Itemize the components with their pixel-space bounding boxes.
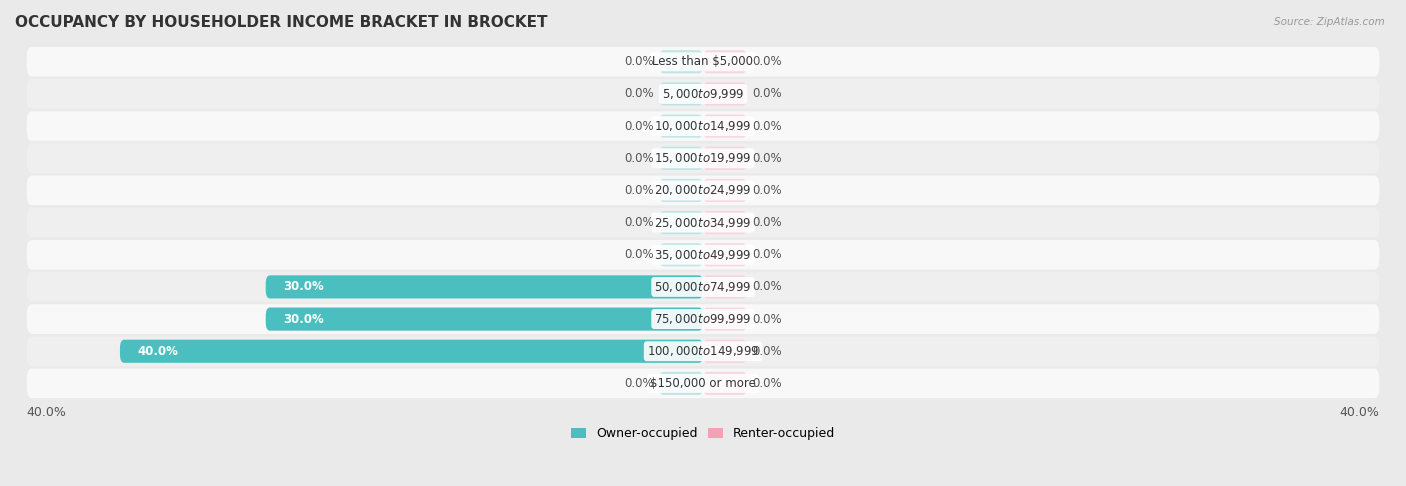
FancyBboxPatch shape [659, 179, 703, 202]
Text: $15,000 to $19,999: $15,000 to $19,999 [654, 151, 752, 165]
FancyBboxPatch shape [659, 147, 703, 170]
FancyBboxPatch shape [266, 276, 703, 298]
FancyBboxPatch shape [27, 79, 1379, 109]
Text: 0.0%: 0.0% [624, 55, 654, 69]
FancyBboxPatch shape [659, 372, 703, 395]
Text: 40.0%: 40.0% [1340, 406, 1379, 419]
Text: 0.0%: 0.0% [624, 248, 654, 261]
Text: Less than $5,000: Less than $5,000 [652, 55, 754, 69]
FancyBboxPatch shape [703, 340, 747, 363]
FancyBboxPatch shape [703, 276, 747, 298]
FancyBboxPatch shape [659, 243, 703, 266]
Text: 0.0%: 0.0% [752, 345, 782, 358]
Text: 0.0%: 0.0% [752, 87, 782, 101]
FancyBboxPatch shape [27, 272, 1379, 302]
Text: 0.0%: 0.0% [752, 280, 782, 294]
Text: Source: ZipAtlas.com: Source: ZipAtlas.com [1274, 17, 1385, 27]
FancyBboxPatch shape [703, 372, 747, 395]
FancyBboxPatch shape [703, 179, 747, 202]
Legend: Owner-occupied, Renter-occupied: Owner-occupied, Renter-occupied [567, 422, 839, 445]
FancyBboxPatch shape [120, 340, 703, 363]
Text: 0.0%: 0.0% [624, 152, 654, 165]
Text: 0.0%: 0.0% [752, 184, 782, 197]
Text: 40.0%: 40.0% [27, 406, 66, 419]
Text: 0.0%: 0.0% [752, 248, 782, 261]
Text: 0.0%: 0.0% [624, 120, 654, 133]
Text: $100,000 to $149,999: $100,000 to $149,999 [647, 344, 759, 358]
Text: $75,000 to $99,999: $75,000 to $99,999 [654, 312, 752, 326]
Text: 0.0%: 0.0% [752, 216, 782, 229]
FancyBboxPatch shape [27, 368, 1379, 398]
FancyBboxPatch shape [27, 240, 1379, 270]
Text: 0.0%: 0.0% [752, 152, 782, 165]
Text: $10,000 to $14,999: $10,000 to $14,999 [654, 119, 752, 133]
FancyBboxPatch shape [27, 143, 1379, 173]
FancyBboxPatch shape [27, 304, 1379, 334]
FancyBboxPatch shape [703, 115, 747, 138]
Text: 0.0%: 0.0% [624, 377, 654, 390]
Text: $20,000 to $24,999: $20,000 to $24,999 [654, 183, 752, 197]
Text: 0.0%: 0.0% [752, 55, 782, 69]
FancyBboxPatch shape [27, 111, 1379, 141]
Text: 0.0%: 0.0% [624, 184, 654, 197]
FancyBboxPatch shape [659, 211, 703, 234]
Text: $5,000 to $9,999: $5,000 to $9,999 [662, 87, 744, 101]
FancyBboxPatch shape [27, 336, 1379, 366]
Text: $50,000 to $74,999: $50,000 to $74,999 [654, 280, 752, 294]
FancyBboxPatch shape [703, 243, 747, 266]
Text: $150,000 or more: $150,000 or more [650, 377, 756, 390]
Text: 0.0%: 0.0% [752, 377, 782, 390]
FancyBboxPatch shape [659, 82, 703, 105]
FancyBboxPatch shape [266, 308, 703, 330]
Text: $25,000 to $34,999: $25,000 to $34,999 [654, 216, 752, 229]
Text: 0.0%: 0.0% [752, 312, 782, 326]
Text: 30.0%: 30.0% [283, 312, 323, 326]
Text: 0.0%: 0.0% [624, 87, 654, 101]
FancyBboxPatch shape [659, 50, 703, 73]
Text: 0.0%: 0.0% [624, 216, 654, 229]
FancyBboxPatch shape [703, 211, 747, 234]
FancyBboxPatch shape [703, 308, 747, 330]
FancyBboxPatch shape [703, 50, 747, 73]
FancyBboxPatch shape [703, 82, 747, 105]
FancyBboxPatch shape [27, 47, 1379, 77]
Text: 30.0%: 30.0% [283, 280, 323, 294]
Text: OCCUPANCY BY HOUSEHOLDER INCOME BRACKET IN BROCKET: OCCUPANCY BY HOUSEHOLDER INCOME BRACKET … [15, 15, 547, 30]
FancyBboxPatch shape [703, 147, 747, 170]
Text: 40.0%: 40.0% [138, 345, 179, 358]
Text: 0.0%: 0.0% [752, 120, 782, 133]
FancyBboxPatch shape [27, 208, 1379, 237]
FancyBboxPatch shape [27, 175, 1379, 205]
FancyBboxPatch shape [659, 115, 703, 138]
Text: $35,000 to $49,999: $35,000 to $49,999 [654, 248, 752, 262]
